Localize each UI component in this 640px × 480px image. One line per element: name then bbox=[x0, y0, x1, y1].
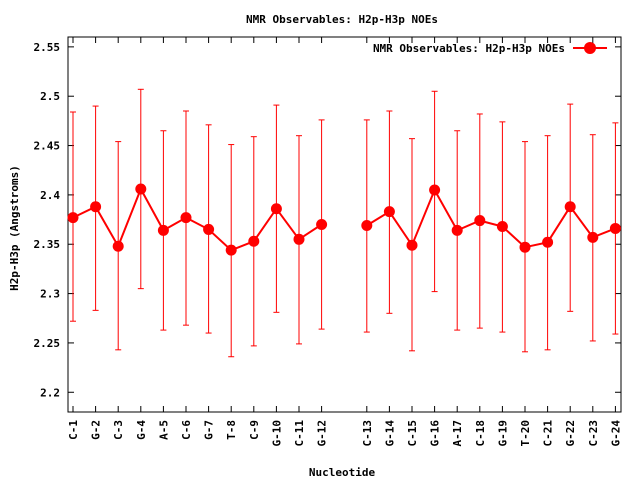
data-point bbox=[519, 241, 531, 253]
data-point bbox=[293, 233, 305, 245]
x-tick-label: G-7 bbox=[203, 420, 216, 440]
y-tick-label: 2.25 bbox=[34, 337, 61, 350]
data-point bbox=[474, 215, 486, 227]
y-tick-label: 2.45 bbox=[34, 140, 61, 153]
y-tick-label: 2.35 bbox=[34, 238, 61, 251]
data-point bbox=[609, 222, 621, 234]
data-point bbox=[451, 224, 463, 236]
data-point bbox=[496, 220, 508, 232]
legend: NMR Observables: H2p-H3p NOEs bbox=[373, 42, 607, 55]
x-tick-label: C-9 bbox=[248, 420, 261, 440]
y-tick-label: 2.3 bbox=[40, 288, 60, 301]
series-lines bbox=[72, 186, 616, 252]
data-point bbox=[112, 240, 124, 252]
x-tick-label: G-2 bbox=[90, 420, 103, 440]
data-point bbox=[270, 203, 282, 215]
y-tick-label: 2.55 bbox=[34, 41, 61, 54]
data-point bbox=[316, 219, 328, 230]
x-tick-label: C-15 bbox=[406, 420, 419, 447]
data-point bbox=[542, 236, 554, 248]
series-line bbox=[72, 186, 323, 252]
data-point bbox=[248, 235, 260, 247]
data-point bbox=[157, 224, 169, 236]
x-tick-label: A-17 bbox=[451, 420, 464, 447]
x-tick-label: G-4 bbox=[135, 420, 148, 440]
x-tick-label: C-23 bbox=[587, 420, 600, 447]
y-axis: 2.2 2.25 2.3 2.35 2.4 2.45 2.5 2.55 bbox=[34, 41, 621, 399]
chart-title: NMR Observables: H2p-H3p NOEs bbox=[246, 13, 438, 26]
data-point bbox=[587, 231, 599, 243]
y-tick-label: 2.4 bbox=[40, 189, 60, 202]
y-tick-label: 2.2 bbox=[40, 386, 60, 399]
x-tick-label: G-12 bbox=[316, 420, 329, 447]
x-tick-label: C-6 bbox=[180, 420, 193, 440]
series-points bbox=[67, 183, 621, 256]
y-tick-label: 2.5 bbox=[40, 90, 60, 103]
x-tick-label: C-18 bbox=[474, 420, 487, 447]
data-point bbox=[406, 239, 418, 251]
data-point bbox=[180, 212, 192, 224]
x-tick-label: G-14 bbox=[383, 420, 396, 447]
x-tick-label: G-10 bbox=[270, 420, 283, 447]
data-point bbox=[383, 206, 395, 218]
x-tick-label: T-20 bbox=[519, 420, 532, 447]
x-tick-label: C-1 bbox=[67, 420, 80, 440]
x-tick-label: C-13 bbox=[361, 420, 374, 447]
y-axis-label: H2p-H3p (Angstroms) bbox=[8, 165, 21, 291]
error-bars bbox=[70, 88, 619, 358]
series-line bbox=[366, 187, 616, 249]
x-axis: C-1 G-2 C-3 G-4 A-5 C-6 G-7 T-8 C-9 G-10 C-11 G-12 C… bbox=[67, 37, 622, 447]
data-point bbox=[135, 183, 147, 195]
data-point bbox=[564, 201, 576, 213]
plot-frame bbox=[67, 36, 622, 413]
x-tick-label: C-11 bbox=[293, 420, 306, 447]
x-tick-label: G-22 bbox=[564, 420, 577, 447]
x-tick-label: G-19 bbox=[496, 420, 509, 447]
x-tick-label: G-24 bbox=[609, 420, 622, 447]
x-axis-label: Nucleotide bbox=[309, 466, 376, 479]
data-point bbox=[361, 219, 373, 231]
x-tick-label: G-16 bbox=[429, 420, 442, 447]
x-tick-label: A-5 bbox=[157, 420, 170, 440]
x-tick-label: C-3 bbox=[112, 420, 125, 440]
data-point bbox=[225, 244, 237, 256]
x-tick-label: T-8 bbox=[225, 420, 238, 440]
data-point bbox=[67, 212, 79, 224]
data-point bbox=[203, 223, 215, 235]
legend-label: NMR Observables: H2p-H3p NOEs bbox=[373, 42, 565, 55]
legend-marker bbox=[584, 42, 596, 54]
data-point bbox=[429, 184, 441, 196]
x-tick-label: C-21 bbox=[542, 420, 555, 447]
data-point bbox=[90, 201, 102, 213]
